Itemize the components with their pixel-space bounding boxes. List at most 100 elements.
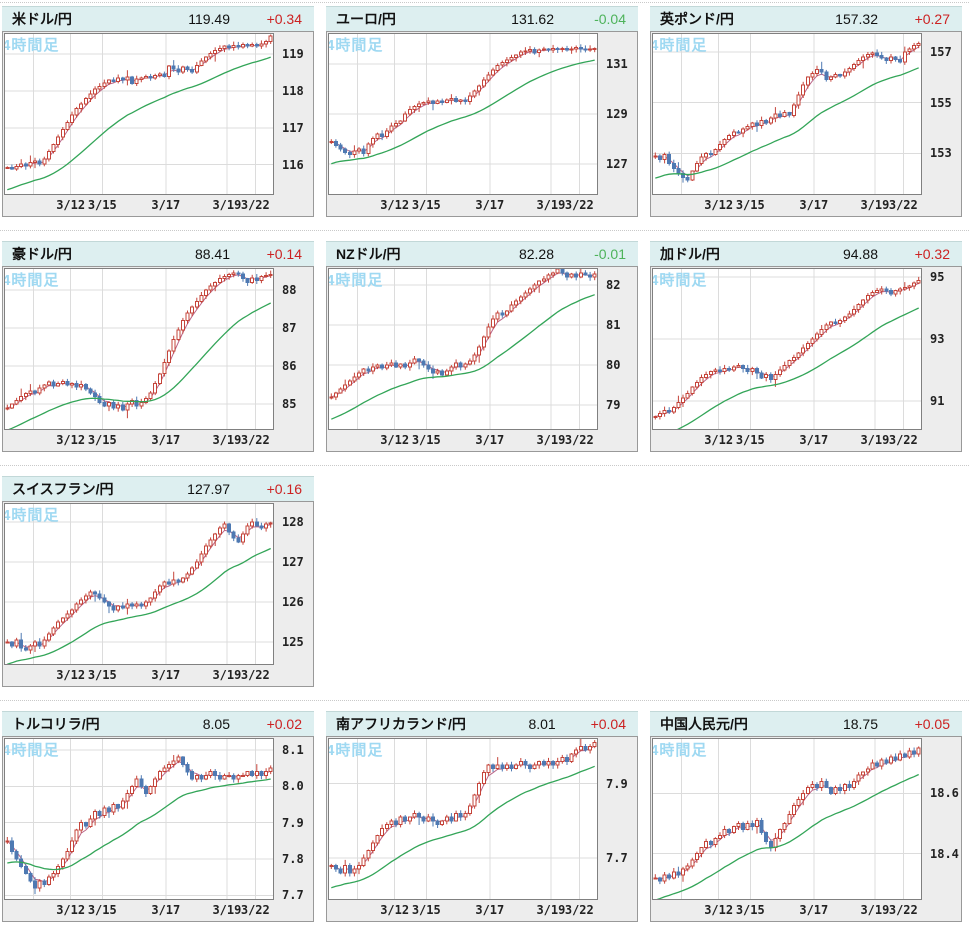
y-tick-label: 153 bbox=[930, 146, 952, 161]
price-change: +0.02 bbox=[266, 716, 302, 732]
timeframe-label: 4時間足 bbox=[4, 37, 60, 54]
x-tick-label: 3/15 bbox=[735, 198, 765, 212]
pair-title: 豪ドル/円 bbox=[12, 246, 72, 262]
price-change: +0.05 bbox=[914, 716, 950, 732]
last-price: 127.97 bbox=[187, 481, 230, 497]
y-tick-label: 118 bbox=[282, 84, 304, 98]
chart-card[interactable]: NZドル/円 82.28 -0.01 4時間足 82 81 80 79 3/12 3/15… bbox=[326, 241, 638, 452]
x-tick-label: 3/22 bbox=[240, 668, 270, 682]
x-tick-label: 3/19 bbox=[860, 433, 890, 447]
y-tick-label: 86 bbox=[282, 359, 297, 374]
x-tick-label: 3/12 bbox=[56, 668, 86, 682]
x-tick-label: 3/22 bbox=[564, 433, 594, 447]
x-tick-label: 3/12 bbox=[380, 433, 410, 447]
pair-title: 南アフリカランド/円 bbox=[336, 716, 466, 732]
x-tick-label: 3/22 bbox=[240, 198, 270, 212]
chart-header: NZドル/円 82.28 -0.01 bbox=[326, 241, 638, 266]
timeframe-label: 4時間足 bbox=[328, 742, 384, 759]
chart-header: トルコリラ/円 8.05 +0.02 bbox=[2, 711, 314, 736]
y-tick-label: 7.7 bbox=[606, 851, 628, 866]
chart-card[interactable]: ユーロ/円 131.62 -0.04 4時間足 131 129 127 3/12 3/1… bbox=[326, 6, 638, 217]
candlestick-svg bbox=[329, 739, 597, 899]
last-price: 88.41 bbox=[194, 246, 230, 262]
pair-title: トルコリラ/円 bbox=[12, 716, 100, 732]
candlestick-svg bbox=[653, 269, 921, 429]
x-tick-label: 3/17 bbox=[799, 433, 829, 447]
y-tick-label: 7.7 bbox=[282, 888, 304, 903]
y-tick-label: 95 bbox=[930, 269, 945, 284]
x-tick-label: 3/12 bbox=[380, 903, 410, 917]
price-change: -0.01 bbox=[594, 246, 626, 262]
pair-title: 中国人民元/円 bbox=[660, 716, 748, 732]
timeframe-label: 4時間足 bbox=[4, 507, 60, 524]
y-tick-label: 18.6 bbox=[930, 786, 959, 801]
y-tick-label: 126 bbox=[282, 595, 304, 609]
x-tick-label: 3/22 bbox=[564, 198, 594, 212]
y-tick-label: 7.9 bbox=[282, 815, 304, 830]
pair-title: スイスフラン/円 bbox=[12, 481, 114, 497]
timeframe-label: 4時間足 bbox=[652, 742, 708, 759]
chart-card[interactable]: 英ポンド/円 157.32 +0.27 4時間足 157 155 153 3/12 3/… bbox=[650, 6, 962, 217]
pair-title: NZドル/円 bbox=[336, 246, 401, 262]
last-price: 94.88 bbox=[842, 246, 878, 262]
x-tick-label: 3/22 bbox=[888, 198, 918, 212]
x-tick-label: 3/17 bbox=[475, 903, 505, 917]
chart-card[interactable]: 豪ドル/円 88.41 +0.14 4時間足 88 87 86 85 3/12 3/15 3… bbox=[2, 241, 314, 452]
x-tick-label: 3/12 bbox=[56, 903, 86, 917]
candlestick-svg bbox=[5, 504, 273, 664]
x-tick-label: 3/15 bbox=[87, 198, 117, 212]
x-tick-label: 3/17 bbox=[151, 198, 181, 212]
y-tick-label: 81 bbox=[606, 318, 621, 332]
x-tick-label: 3/15 bbox=[411, 433, 441, 447]
chart-header: ユーロ/円 131.62 -0.04 bbox=[326, 6, 638, 31]
price-change: +0.14 bbox=[266, 246, 302, 262]
chart-card[interactable]: 米ドル/円 119.49 +0.34 4時間足 119 118 117 116 3/12… bbox=[2, 6, 314, 217]
y-tick-label: 7.8 bbox=[282, 852, 304, 866]
x-tick-label: 3/15 bbox=[735, 903, 765, 917]
x-tick-label: 3/19 bbox=[536, 198, 566, 212]
chart-row-2: 豪ドル/円 88.41 +0.14 4時間足 88 87 86 85 3/12 3/15 3… bbox=[2, 241, 969, 452]
x-tick-label: 3/17 bbox=[475, 198, 505, 212]
pair-title: 米ドル/円 bbox=[12, 11, 72, 27]
chart-area: 4時間足 82 81 80 79 3/12 3/15 3/17 3/19 3/22 bbox=[326, 266, 638, 452]
price-change: +0.34 bbox=[266, 11, 302, 27]
x-tick-label: 3/19 bbox=[212, 198, 242, 212]
row-divider bbox=[0, 465, 969, 466]
chart-header: 豪ドル/円 88.41 +0.14 bbox=[2, 241, 314, 266]
y-tick-label: 128 bbox=[282, 515, 304, 529]
x-tick-label: 3/19 bbox=[536, 903, 566, 917]
chart-card[interactable]: 加ドル/円 94.88 +0.32 4時間足 95 93 91 3/12 3/15 3/1… bbox=[650, 241, 962, 452]
chart-card[interactable]: トルコリラ/円 8.05 +0.02 4時間足 8.1 8.0 7.9 7.8 7.7 3… bbox=[2, 711, 314, 922]
chart-card[interactable]: 中国人民元/円 18.75 +0.05 4時間足 18.6 18.4 3/12 3/1… bbox=[650, 711, 962, 922]
x-tick-label: 3/17 bbox=[151, 903, 181, 917]
x-tick-label: 3/22 bbox=[240, 433, 270, 447]
y-tick-label: 129 bbox=[606, 107, 628, 121]
y-tick-label: 79 bbox=[606, 398, 621, 412]
chart-header: 英ポンド/円 157.32 +0.27 bbox=[650, 6, 962, 31]
last-price: 18.75 bbox=[842, 716, 878, 732]
x-tick-label: 3/22 bbox=[564, 903, 594, 917]
candlestick-plot: 4時間足 bbox=[652, 738, 922, 900]
x-tick-label: 3/12 bbox=[380, 198, 410, 212]
x-tick-label: 3/12 bbox=[704, 198, 734, 212]
chart-card[interactable]: スイスフラン/円 127.97 +0.16 4時間足 128 127 126 125 3… bbox=[2, 476, 314, 687]
chart-area: 4時間足 18.6 18.4 3/12 3/15 3/17 3/19 3/22 bbox=[650, 736, 962, 922]
chart-card[interactable]: 南アフリカランド/円 8.01 +0.04 4時間足 7.9 7.7 3/12 3/1… bbox=[326, 711, 638, 922]
candlestick-svg bbox=[653, 739, 921, 899]
last-price: 131.62 bbox=[511, 11, 554, 27]
candlestick-plot: 4時間足 bbox=[4, 503, 274, 665]
y-tick-label: 82 bbox=[606, 278, 621, 292]
x-tick-label: 3/15 bbox=[411, 198, 441, 212]
row-divider bbox=[0, 2, 969, 3]
candlestick-plot: 4時間足 bbox=[328, 738, 598, 900]
y-tick-label: 18.4 bbox=[930, 846, 959, 861]
y-tick-label: 87 bbox=[282, 321, 297, 336]
timeframe-label: 4時間足 bbox=[652, 272, 708, 289]
timeframe-label: 4時間足 bbox=[4, 742, 60, 759]
candlestick-plot: 4時間足 bbox=[328, 33, 598, 195]
y-tick-label: 157 bbox=[930, 44, 952, 59]
pair-title: 加ドル/円 bbox=[660, 246, 720, 262]
y-tick-label: 8.0 bbox=[282, 779, 304, 794]
x-tick-label: 3/15 bbox=[87, 668, 117, 682]
candlestick-svg bbox=[653, 34, 921, 194]
